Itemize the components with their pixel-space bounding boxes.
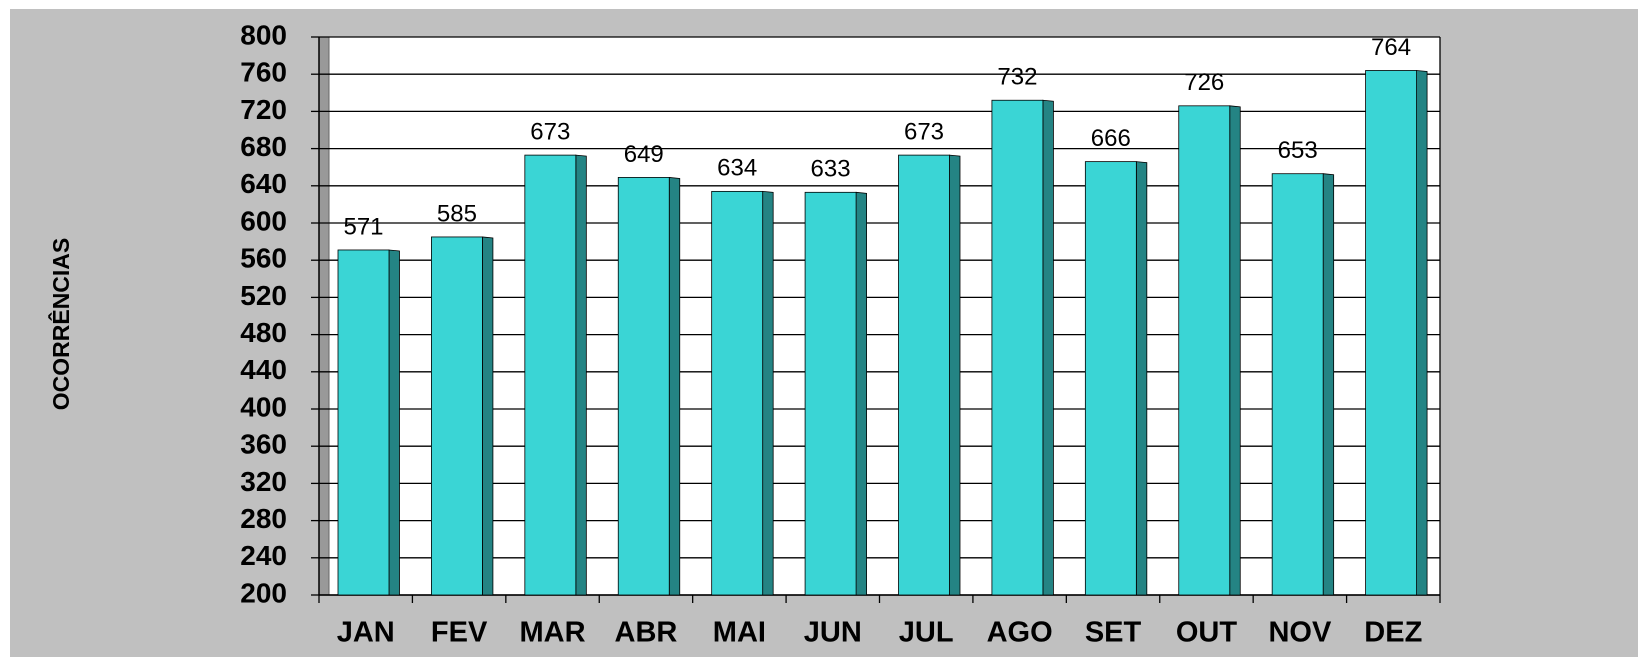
bar: [1084, 161, 1148, 596]
value-label: 673: [530, 118, 570, 145]
value-label: 732: [997, 64, 1037, 91]
y-tick-label: 400: [240, 391, 287, 422]
value-label: 726: [1184, 69, 1224, 96]
bar: [617, 176, 681, 596]
side-wall: [318, 36, 330, 596]
y-tick-label: 760: [240, 57, 287, 88]
y-tick-label: 720: [240, 94, 287, 125]
value-label: 571: [343, 213, 383, 240]
y-tick-label: 280: [240, 503, 287, 534]
value-label: 764: [1371, 34, 1411, 61]
plot-area: [319, 37, 1440, 595]
bar: [1178, 105, 1241, 596]
bar: [804, 191, 867, 596]
value-label: 633: [811, 156, 851, 183]
y-tick-label: 320: [240, 466, 287, 497]
y-tick-label: 520: [240, 280, 287, 311]
x-tick-label: JUL: [899, 617, 954, 649]
bar: [524, 154, 587, 596]
y-tick-label: 360: [240, 429, 287, 460]
bar: [991, 99, 1054, 596]
bar: [431, 236, 494, 596]
x-tick-label: MAR: [520, 617, 586, 649]
x-tick-label: NOV: [1268, 617, 1332, 649]
bar: [1271, 173, 1335, 596]
x-tick-label: AGO: [987, 617, 1053, 649]
y-tick-label: 600: [240, 205, 287, 236]
bar: [1365, 70, 1428, 596]
x-tick-label: MAI: [713, 617, 766, 649]
x-tick-label: FEV: [431, 617, 488, 649]
y-tick-label: 200: [240, 577, 287, 608]
y-tick-label: 240: [240, 540, 287, 571]
value-label: 634: [717, 155, 757, 182]
y-tick-label: 640: [240, 168, 287, 199]
x-tick-label: JUN: [804, 617, 862, 649]
y-axis-label: OCORRÊNCIAS: [47, 238, 74, 411]
value-label: 653: [1278, 137, 1318, 164]
x-tick-label: SET: [1085, 617, 1142, 649]
value-label: 666: [1091, 125, 1131, 152]
x-tick-label: OUT: [1176, 617, 1238, 649]
value-label: 649: [624, 141, 664, 168]
y-tick-label: 680: [240, 131, 287, 162]
bar: [337, 249, 400, 596]
bar: [898, 154, 961, 596]
x-tick-label: ABR: [615, 617, 678, 649]
x-tick-label: DEZ: [1364, 617, 1422, 649]
x-tick-label: JAN: [337, 617, 395, 649]
y-tick-label: 440: [240, 354, 287, 385]
bar: [711, 190, 774, 596]
y-tick-label: 800: [240, 19, 287, 50]
y-tick-label: 560: [240, 243, 287, 274]
y-tick-label: 480: [240, 317, 287, 348]
value-label: 585: [437, 200, 477, 227]
value-label: 673: [904, 118, 944, 145]
